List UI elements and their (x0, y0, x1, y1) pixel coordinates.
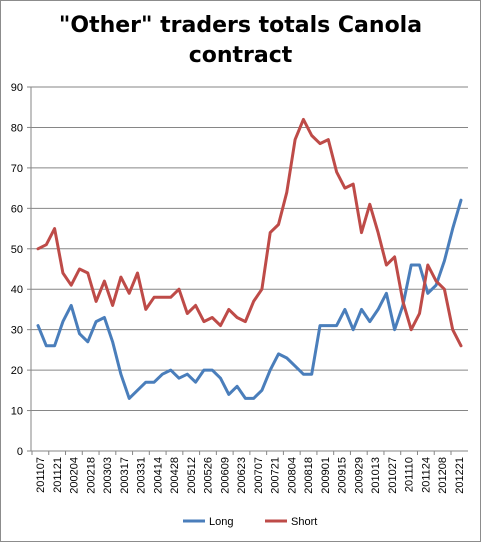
x-tick-label: 201208 (437, 457, 449, 494)
y-tick-label: 0 (17, 446, 23, 458)
x-tick-label: 201107 (35, 457, 47, 493)
x-tick-label: 200512 (186, 457, 198, 494)
x-tick-label: 200818 (303, 457, 315, 494)
x-tick-label: 201124 (420, 457, 432, 493)
chart-title-line-2: contract (188, 43, 293, 68)
x-tick-label: 200901 (320, 457, 332, 494)
y-tick-label: 30 (11, 325, 23, 337)
series-line-short (36, 117, 463, 348)
y-tick-label: 40 (11, 284, 23, 296)
chart-title-line-1: "Other" traders totals Canola (58, 13, 423, 38)
y-tick-label: 90 (11, 82, 23, 94)
legend-label-short: Short (291, 516, 317, 528)
x-tick-label: 200218 (85, 457, 97, 494)
chart-title: "Other" traders totals Canola contract (1, 11, 480, 71)
x-tick-label: 200804 (286, 457, 298, 494)
x-tick-label: 200428 (169, 457, 181, 494)
x-tick-label: 201121 (52, 457, 64, 493)
x-tick-label: 200204 (69, 457, 81, 494)
x-tick-label: 201027 (387, 457, 399, 494)
x-tick-label: 200915 (337, 457, 349, 494)
y-tick-label: 60 (11, 203, 23, 215)
legend-label-long: Long (209, 516, 233, 528)
x-tick-label: 201110 (404, 457, 416, 492)
y-tick-label: 20 (11, 365, 23, 377)
x-tick-label: 200609 (219, 457, 231, 494)
x-tick-label: 201221 (454, 457, 466, 494)
y-tick-label: 80 (11, 122, 23, 134)
x-tick-label: 200526 (203, 457, 215, 494)
x-tick-label: 200303 (102, 457, 114, 494)
series-line-long (36, 198, 463, 400)
y-tick-label: 70 (11, 163, 23, 175)
x-tick-label: 201013 (370, 457, 382, 494)
x-tick-label: 200929 (353, 457, 365, 494)
x-tick-label: 200721 (270, 457, 282, 494)
x-tick-label: 200317 (119, 457, 131, 494)
x-tick-label: 200707 (253, 457, 265, 494)
y-tick-label: 10 (11, 406, 23, 418)
y-tick-label: 50 (11, 244, 23, 256)
x-tick-label: 200623 (236, 457, 248, 494)
x-tick-label: 200414 (152, 457, 164, 494)
x-tick-label: 200331 (136, 457, 148, 494)
